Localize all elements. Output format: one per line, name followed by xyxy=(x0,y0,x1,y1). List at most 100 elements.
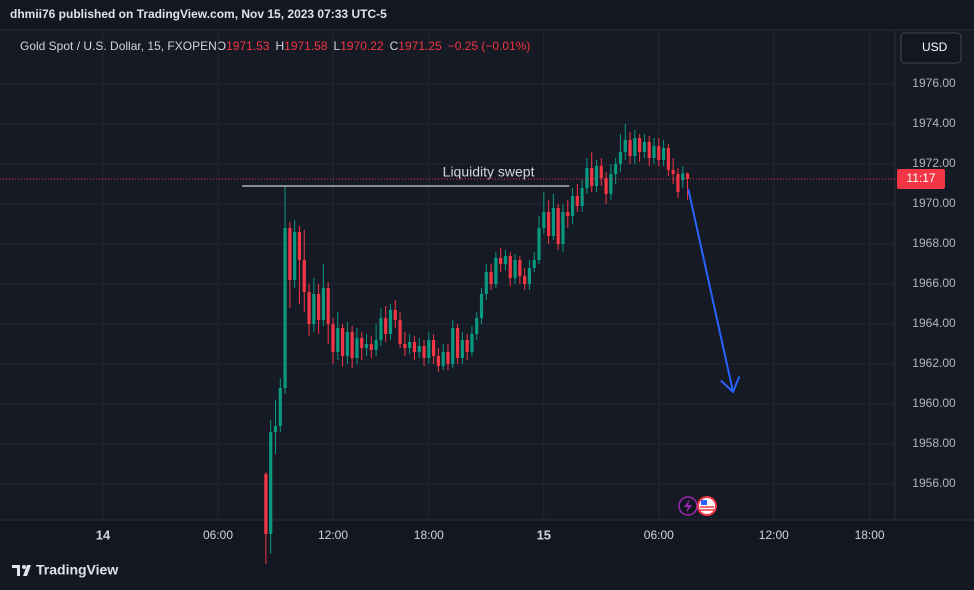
currency-label[interactable]: USD xyxy=(922,40,948,54)
candle-body xyxy=(652,146,656,158)
x-tick-label: 15 xyxy=(537,527,551,542)
x-tick-label: 14 xyxy=(96,527,111,542)
flash-glyph xyxy=(684,499,692,513)
candle-body xyxy=(379,318,383,340)
candle-body xyxy=(460,340,464,358)
x-tick-label: 12:00 xyxy=(318,528,348,542)
y-tick-label: 1962.00 xyxy=(912,356,956,370)
x-tick-label: 06:00 xyxy=(644,528,674,542)
candle-body xyxy=(350,332,354,358)
candle-body xyxy=(556,208,560,244)
y-tick-label: 1972.00 xyxy=(912,156,956,170)
candle-body xyxy=(666,148,670,170)
candle-body xyxy=(638,138,642,152)
candle-body xyxy=(360,338,364,348)
candle-body xyxy=(551,208,555,236)
ohlc-value: 1970.22 xyxy=(340,39,384,53)
candle-body xyxy=(479,294,484,318)
candle-body xyxy=(393,310,397,320)
ohlc-letter: O xyxy=(217,39,226,53)
y-tick-label: 1966.00 xyxy=(912,276,956,290)
candle-body xyxy=(513,260,517,278)
candle-body xyxy=(633,138,637,156)
candle-body xyxy=(293,232,297,280)
candle-body xyxy=(566,212,570,216)
brand-logo xyxy=(12,565,31,576)
candle-body xyxy=(465,340,469,352)
candle-body xyxy=(321,288,326,320)
candle-body xyxy=(412,342,417,352)
candle-body xyxy=(542,212,546,228)
publisher-line: dhmii76 published on TradingView.com, No… xyxy=(10,7,387,21)
plot-area xyxy=(0,30,895,520)
logo-mark xyxy=(12,565,20,576)
candle-body xyxy=(455,328,460,358)
ohlc-value: 1971.53 xyxy=(226,39,270,53)
ohlc-letter: L xyxy=(334,39,341,53)
candle-body xyxy=(604,178,608,194)
currency-button[interactable] xyxy=(900,32,962,64)
footer-brand: TradingView xyxy=(36,562,118,578)
candle-body xyxy=(594,166,599,186)
ohlc-value: 1971.25 xyxy=(398,39,442,53)
price-label-box xyxy=(897,169,945,189)
candle-body xyxy=(317,294,321,320)
x-tick-label: 18:00 xyxy=(855,528,885,542)
candle-body xyxy=(307,292,311,324)
candle-body xyxy=(642,142,647,152)
y-tick-label: 1970.00 xyxy=(912,196,956,210)
candle-body xyxy=(436,356,440,366)
candle-body xyxy=(676,174,680,192)
candle-body xyxy=(618,152,623,164)
x-tick-label: 18:00 xyxy=(414,528,444,542)
y-tick-label: 1958.00 xyxy=(912,436,956,450)
symbol-legend-text: Gold Spot / U.S. Dollar, 15, FXOPENO1971… xyxy=(20,39,530,53)
candle-body xyxy=(336,328,340,352)
candle-body xyxy=(614,164,618,174)
y-tick-label: 1956.00 xyxy=(912,476,956,490)
candle-body xyxy=(599,166,603,178)
candle-body xyxy=(273,426,278,432)
candle-body xyxy=(331,324,335,352)
candle-body xyxy=(297,232,302,260)
candle-body xyxy=(527,268,532,284)
candle-body xyxy=(570,196,575,216)
candle-body xyxy=(623,140,627,152)
candle-body xyxy=(561,212,565,244)
event-icons xyxy=(678,496,717,516)
candle-body xyxy=(661,148,666,160)
candle-body xyxy=(546,212,551,236)
candle-body xyxy=(369,344,373,350)
candle-body xyxy=(518,260,522,276)
y-tick-label: 1974.00 xyxy=(912,116,956,130)
candle-body xyxy=(446,352,450,364)
y-tick-label: 1960.00 xyxy=(912,396,956,410)
candle-body xyxy=(269,432,273,534)
candle-body xyxy=(408,342,412,348)
candle-body xyxy=(340,328,345,356)
candle-body xyxy=(441,352,445,366)
symbol-label: Gold Spot / U.S. Dollar, 15, FXOPEN xyxy=(20,39,217,53)
candle-body xyxy=(508,256,512,278)
price-label: 11:17 xyxy=(906,171,935,185)
candles xyxy=(264,124,690,564)
candle-body xyxy=(580,188,584,206)
y-tick-label: 1964.00 xyxy=(912,316,956,330)
logo-mark xyxy=(23,565,31,576)
candle-body xyxy=(302,260,306,292)
candle-body xyxy=(585,168,589,188)
candle-body xyxy=(475,318,479,334)
candle-body xyxy=(523,276,527,284)
y-tick-label: 1968.00 xyxy=(912,236,956,250)
candle-body xyxy=(283,228,287,388)
candle-body xyxy=(345,332,349,356)
candle-body xyxy=(278,388,282,426)
y-tick-label: 1976.00 xyxy=(912,76,956,90)
candle-body xyxy=(427,340,431,358)
candle-body xyxy=(451,328,455,364)
candle-body xyxy=(609,174,613,194)
candle-body xyxy=(417,346,421,352)
candle-body xyxy=(312,294,316,324)
candle-body xyxy=(432,340,436,356)
